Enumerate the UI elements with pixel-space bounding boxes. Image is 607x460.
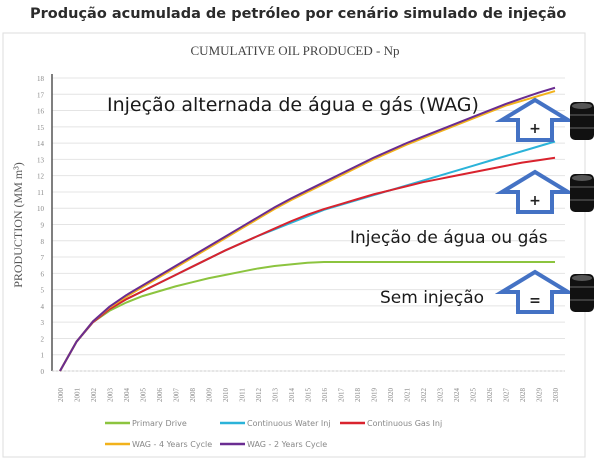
x-tick-label: 2007	[173, 388, 181, 403]
x-tick-label: 2019	[371, 388, 379, 403]
annotation-label: Injeção alternada de água e gás (WAG)	[107, 94, 479, 116]
legend-label: Continuous Gas Inj	[367, 419, 442, 428]
x-tick-label: 2005	[140, 388, 148, 403]
chart-title: CUMULATIVE OIL PRODUCED - Np	[191, 43, 400, 58]
y-tick-label: 9	[41, 222, 45, 230]
y-axis-label: PRODUCTION (MM m³)	[11, 162, 25, 288]
y-tick-label: 13	[37, 156, 45, 164]
legend-label: Continuous Water Inj	[247, 419, 331, 428]
x-tick-label: 2020	[387, 388, 395, 403]
x-tick-label: 2004	[123, 388, 131, 403]
x-tick-label: 2015	[305, 388, 313, 403]
oil-barrel-icon	[570, 102, 594, 140]
y-tick-label: 11	[37, 189, 44, 197]
annotation-symbol: +	[529, 121, 541, 137]
x-tick-label: 2016	[321, 388, 329, 403]
up-arrow-icon	[494, 97, 576, 142]
y-tick-label: 6	[41, 270, 45, 278]
oil-barrel-icon	[570, 174, 594, 212]
y-tick-label: 3	[41, 319, 45, 327]
x-tick-label: 2029	[536, 388, 544, 403]
up-arrow-icon	[494, 169, 576, 214]
x-tick-label: 2027	[503, 388, 511, 403]
x-tick-label: 2025	[470, 388, 478, 403]
up-arrow-icon	[494, 269, 576, 314]
x-tick-label: 2017	[338, 388, 346, 403]
y-tick-label: 16	[37, 108, 45, 116]
annotation-symbol: =	[529, 293, 541, 309]
oil-barrel-icon	[570, 274, 594, 312]
y-tick-label: 12	[37, 173, 45, 181]
y-tick-label: 14	[37, 140, 45, 148]
x-tick-label: 2000	[57, 388, 65, 403]
x-tick-label: 2012	[255, 388, 263, 403]
x-tick-label: 2023	[437, 388, 445, 403]
y-tick-label: 5	[41, 287, 45, 295]
annotation-label: Sem injeção	[380, 288, 484, 308]
x-tick-label: 2018	[354, 388, 362, 403]
y-tick-label: 10	[37, 205, 45, 213]
series-line-wag-2-years-cycle	[59, 86, 556, 372]
y-tick-label: 4	[41, 303, 45, 311]
annotation-label: Injeção de água ou gás	[350, 228, 548, 248]
x-tick-label: 2026	[486, 388, 494, 403]
x-tick-label: 2013	[272, 388, 280, 403]
y-tick-label: 17	[37, 91, 45, 99]
x-tick-label: 2024	[453, 388, 461, 403]
x-tick-label: 2022	[420, 388, 428, 403]
y-tick-label: 15	[37, 124, 45, 132]
legend-label: WAG - 2 Years Cycle	[247, 440, 327, 449]
annotation-symbol: +	[529, 193, 541, 209]
x-tick-label: 2008	[189, 388, 197, 403]
y-tick-label: 0	[41, 368, 45, 376]
y-tick-label: 2	[41, 335, 45, 343]
y-tick-label: 7	[41, 254, 45, 262]
series-line-continuous-gas-inj	[59, 156, 556, 372]
x-tick-label: 2030	[552, 388, 560, 403]
y-tick-label: 18	[37, 75, 45, 83]
legend-label: WAG - 4 Years Cycle	[132, 440, 212, 449]
x-tick-label: 2009	[206, 388, 214, 403]
series-line-wag-4-years-cycle	[59, 90, 556, 372]
x-tick-label: 2001	[74, 388, 82, 403]
x-tick-label: 2003	[107, 388, 115, 403]
x-tick-label: 2002	[90, 388, 98, 403]
legend-label: Primary Drive	[132, 419, 187, 428]
x-tick-label: 2011	[239, 388, 247, 402]
chart-frame	[2, 32, 586, 458]
x-tick-label: 2021	[404, 388, 412, 403]
x-tick-label: 2028	[519, 388, 527, 403]
x-tick-label: 2010	[222, 388, 230, 403]
x-tick-label: 2014	[288, 388, 296, 403]
page-title: Produção acumulada de petróleo por cenár…	[30, 6, 567, 22]
x-tick-label: 2006	[156, 388, 164, 403]
y-tick-label: 8	[41, 238, 45, 246]
series-line-primary-drive	[59, 260, 555, 372]
y-tick-label: 1	[41, 352, 45, 360]
